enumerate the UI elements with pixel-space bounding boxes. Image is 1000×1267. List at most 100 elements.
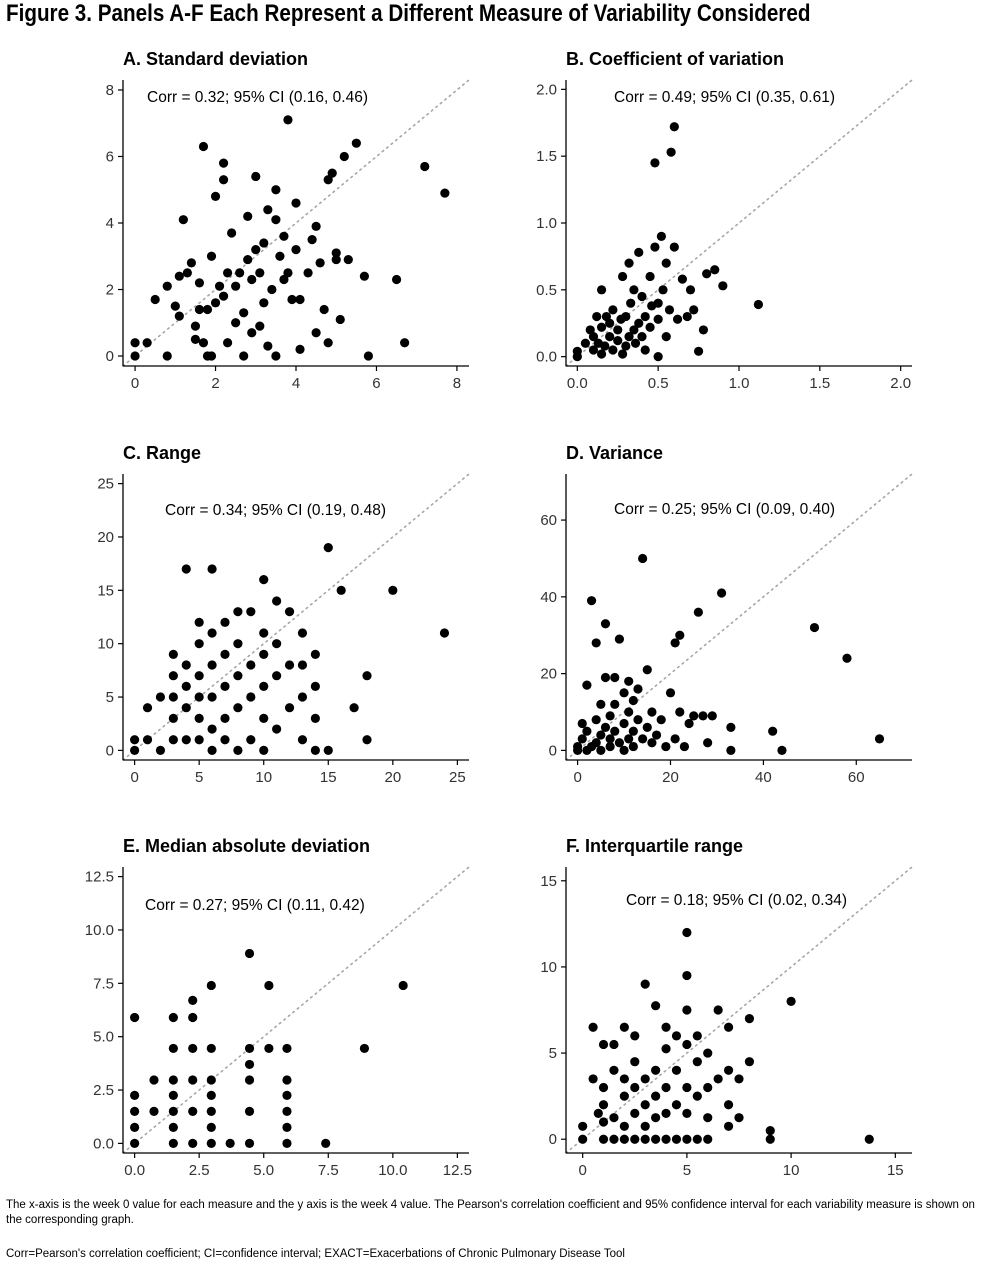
panel-f-point xyxy=(598,1134,609,1144)
panel-c-point xyxy=(272,724,282,734)
panel-a-y-tick-label: 2 xyxy=(106,282,114,299)
panel-d-point xyxy=(619,718,629,729)
panel-e-x-tick-label: 5.0 xyxy=(253,1162,274,1179)
panel-e-point xyxy=(188,1075,198,1085)
footnote-axes: The x-axis is the week 0 value for each … xyxy=(6,1199,975,1226)
panel-e-point xyxy=(149,1075,159,1085)
panel-d-point xyxy=(656,715,666,725)
panel-e-point xyxy=(206,980,216,991)
panel-f-point xyxy=(651,1001,661,1011)
panel-a-point xyxy=(275,251,285,261)
panel-d-point xyxy=(596,699,606,709)
panel-b-x-tick-label: 1.5 xyxy=(809,375,830,392)
panel-a-point xyxy=(194,304,205,315)
panel-a-point xyxy=(227,228,237,238)
panel-a-point xyxy=(243,211,253,221)
panel-d-point xyxy=(628,741,638,752)
panel-e-y-tick-label: 2.5 xyxy=(93,1082,114,1099)
panel-a-point xyxy=(206,351,217,361)
panel-c-point xyxy=(168,713,178,723)
panel-f-point xyxy=(723,1065,734,1075)
panel-b-x-tick-label: 0.5 xyxy=(648,375,669,392)
panel-d-point xyxy=(647,738,657,748)
panel-e-point xyxy=(188,1138,198,1148)
panel-a-point xyxy=(130,351,140,361)
panel-c-point xyxy=(259,649,269,659)
panel-c-point xyxy=(246,735,256,745)
panel-f-point xyxy=(578,1134,588,1144)
panel-c-point xyxy=(272,671,282,681)
panel-b-point xyxy=(596,349,607,359)
panel-a-point xyxy=(323,338,333,348)
panel-f-point xyxy=(765,1126,775,1136)
panel-c-point xyxy=(207,660,217,670)
panel-f-x-tick-label: 10 xyxy=(783,1162,800,1179)
panel-f-point xyxy=(609,1039,619,1050)
figure-title: Figure 3. Panels A-F Each Represent a Di… xyxy=(6,0,811,27)
panel-a-point xyxy=(279,274,289,285)
panel-a-point xyxy=(255,268,265,278)
panel-f-point xyxy=(593,1108,603,1118)
panel-a-point xyxy=(323,175,333,185)
panel-a-point xyxy=(331,254,341,265)
panel-a-point xyxy=(162,351,172,361)
panel-f-point xyxy=(703,1082,713,1093)
panel-d-y-tick-label: 20 xyxy=(540,666,557,683)
panel-b-point xyxy=(624,258,634,268)
panel-f-point xyxy=(630,1108,640,1118)
panel-d-point xyxy=(642,722,652,732)
panel-b-point xyxy=(645,322,655,332)
panel-c-point xyxy=(207,745,217,755)
panel-e-point xyxy=(149,1106,159,1116)
panel-e-point xyxy=(225,1138,235,1148)
panel-a-point xyxy=(271,215,281,225)
panel-c-point xyxy=(220,713,230,723)
panel-a-point xyxy=(331,248,341,258)
panel-f-point xyxy=(744,1014,755,1024)
panel-f-point xyxy=(682,1039,692,1050)
panel-a-point xyxy=(267,284,277,295)
panel-c-point xyxy=(259,628,269,638)
panel-d-point xyxy=(698,711,708,721)
panel-c-y-tick-label: 25 xyxy=(97,476,114,493)
panel-f-point xyxy=(619,1091,629,1101)
panel-b-point xyxy=(637,291,647,302)
panel-a-x-tick-label: 2 xyxy=(211,375,219,392)
panel-d-point xyxy=(665,688,676,698)
panel-a-point xyxy=(202,304,213,315)
panel-e-title: E. Median absolute deviation xyxy=(123,836,370,856)
panel-c-point xyxy=(181,660,191,670)
panel-c-x-tick-label: 5 xyxy=(195,769,203,786)
panel-e-point xyxy=(282,1075,292,1085)
panel-d-point xyxy=(675,707,685,717)
panel-a-point xyxy=(214,281,225,291)
panel-c-point xyxy=(297,628,308,638)
panel-c-point xyxy=(272,596,282,606)
panel-b-point xyxy=(666,147,676,157)
panel-f-point xyxy=(661,1134,671,1144)
panel-a-point xyxy=(182,268,192,278)
panel-f-point xyxy=(619,1022,629,1032)
panel-b-point xyxy=(572,346,582,356)
panel-f-point xyxy=(630,1031,640,1041)
panel-d-point xyxy=(614,634,625,644)
panel-c-point xyxy=(233,703,243,713)
panel-d-y-tick-label: 60 xyxy=(540,512,557,529)
panel-c-point xyxy=(297,692,308,702)
panel-d-point xyxy=(600,619,611,629)
panel-f-y-tick-label: 10 xyxy=(540,959,557,976)
panel-e-point xyxy=(244,948,255,959)
panel-a-point xyxy=(239,308,249,318)
panel-c-point xyxy=(310,713,320,723)
panel-a-point xyxy=(291,198,301,208)
panel-e-point xyxy=(130,1138,140,1148)
panel-a-correlation-annotation: Corr = 0.32; 95% CI (0.16, 0.46) xyxy=(147,89,368,106)
panel-d-point xyxy=(670,734,680,744)
panel-a-point xyxy=(351,138,361,148)
panel-e-point xyxy=(168,1106,178,1116)
panel-b-reference-line xyxy=(565,79,913,367)
panel-d-point xyxy=(624,707,634,717)
panel-c-point xyxy=(194,671,204,681)
panel-b-point xyxy=(698,325,709,335)
panel-a-y-tick-label: 0 xyxy=(106,348,114,365)
